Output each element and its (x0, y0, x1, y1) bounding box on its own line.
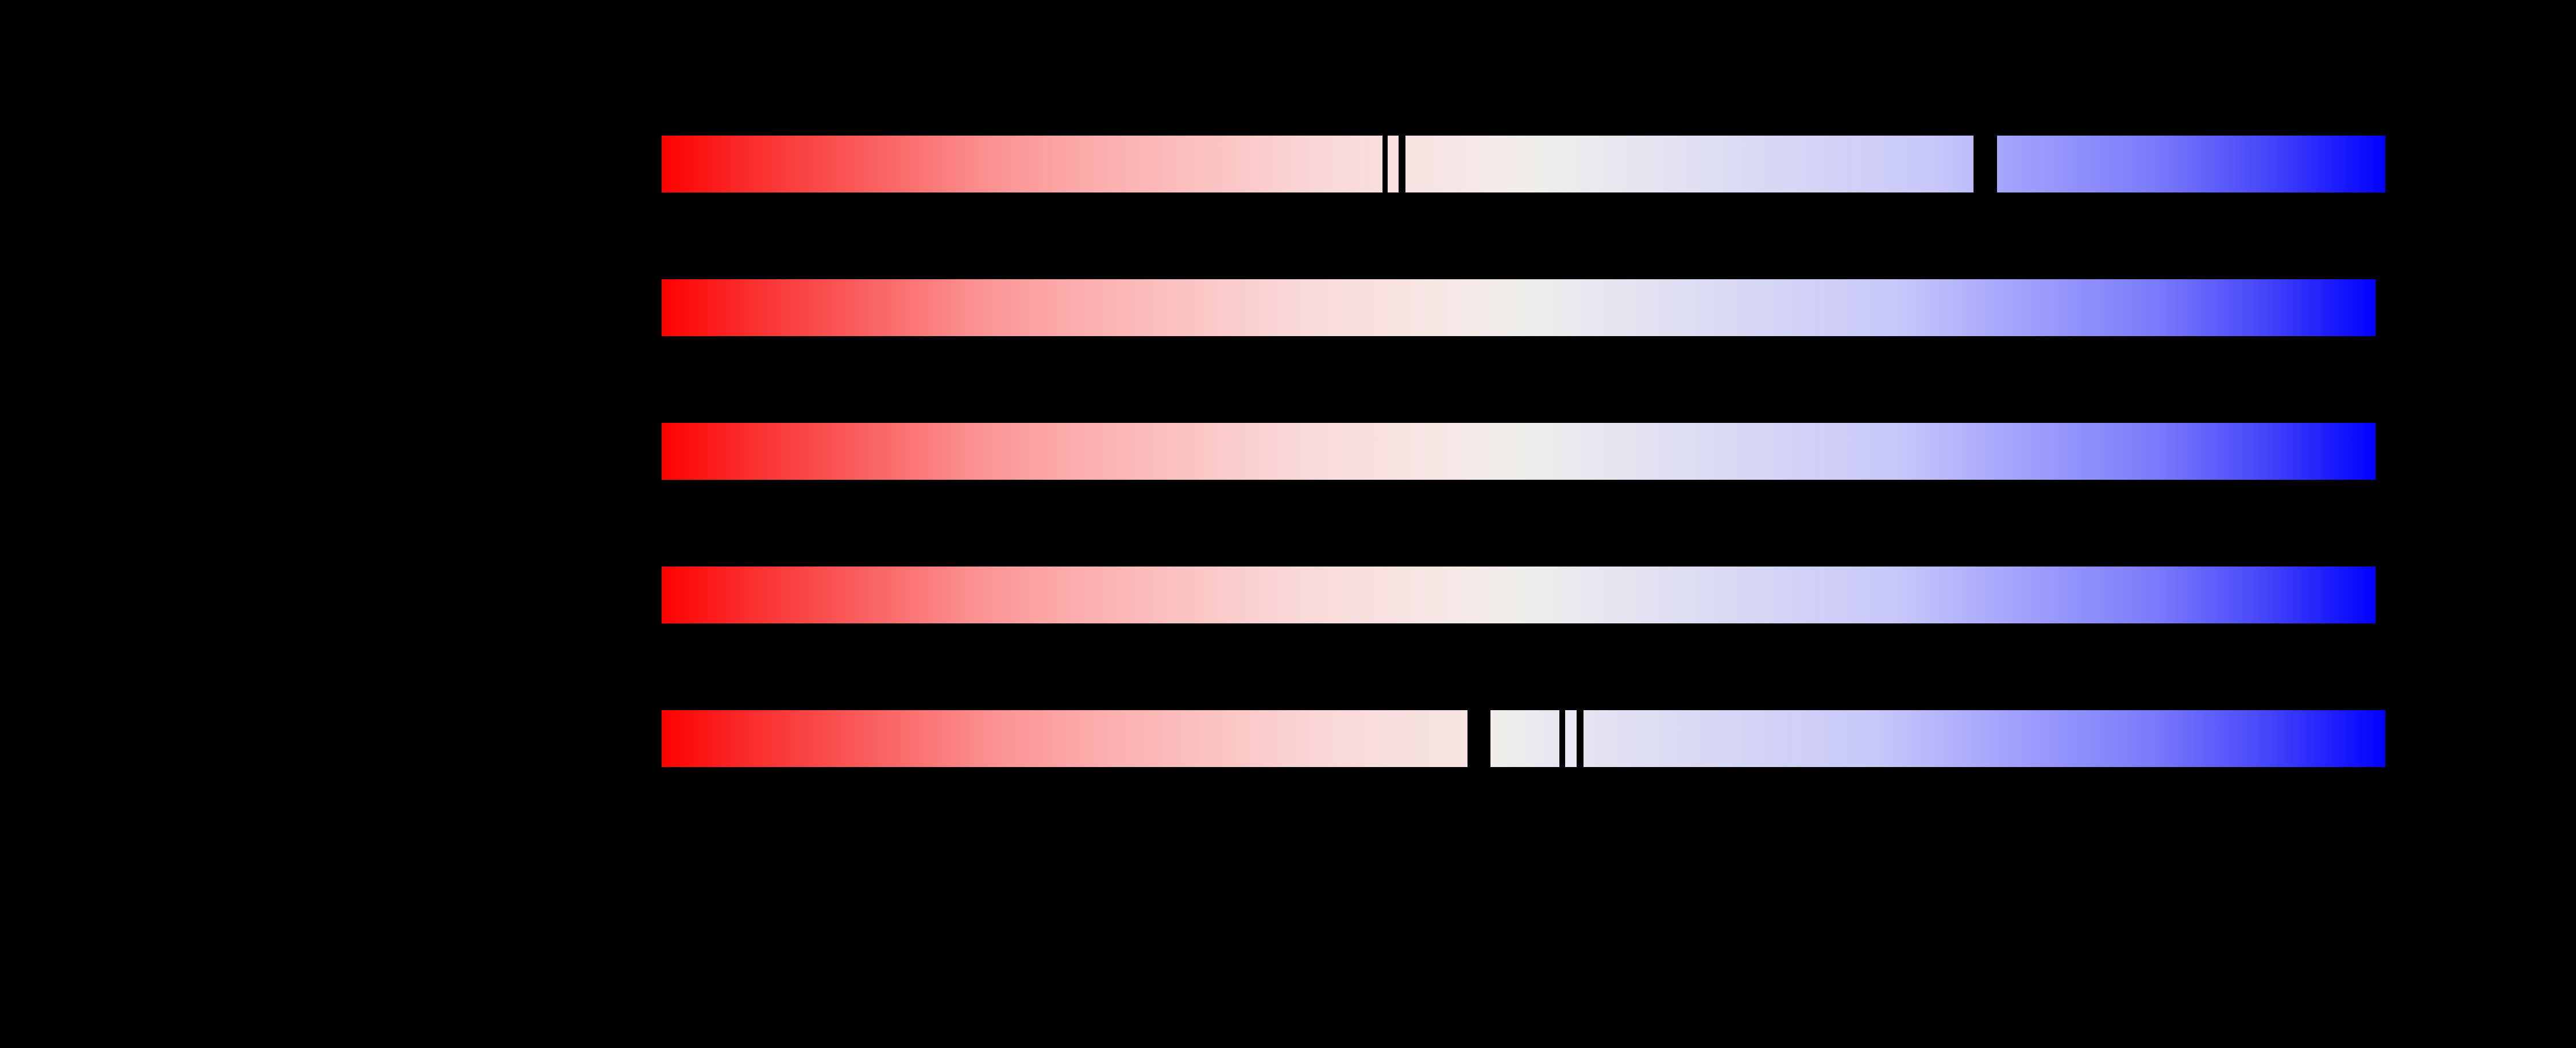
bar-segment (1584, 710, 2385, 767)
gradient-bar-row-3 (0, 423, 2576, 480)
bar-segment (662, 136, 1382, 192)
gradient-bar-row-2 (0, 279, 2576, 336)
bar-segment (662, 710, 1467, 767)
gradient-bar-row-4 (0, 567, 2576, 623)
bar-segment (662, 567, 2376, 623)
bar-segment (1490, 710, 1559, 767)
bar-segment (1565, 710, 1577, 767)
bar-segment (1405, 136, 1973, 192)
bar-segment (662, 279, 2376, 336)
bar-segment (1388, 136, 1399, 192)
gradient-bar-row-1 (0, 136, 2576, 192)
bar-segment (1997, 136, 2385, 192)
bar-segment (662, 423, 2376, 480)
gradient-bar-row-5 (0, 710, 2576, 767)
